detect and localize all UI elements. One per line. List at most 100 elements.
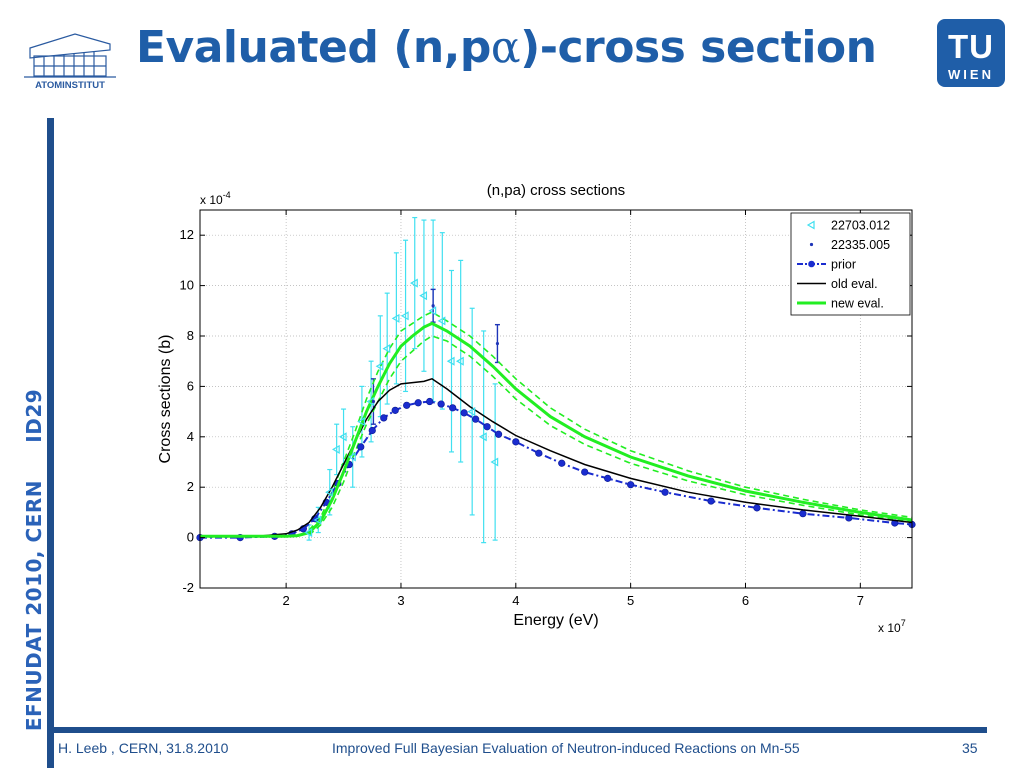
page-number: 35 — [962, 740, 978, 756]
legend-marker-22335-005 — [809, 242, 814, 247]
x-tick-label: 3 — [397, 593, 404, 608]
marker-22703-012 — [338, 432, 347, 442]
chart-title: (n,pa) cross sections — [487, 182, 625, 199]
legend-marker-22703-012 — [806, 220, 815, 230]
marker-22703-012 — [304, 528, 313, 538]
prior-marker — [391, 406, 399, 414]
prior-marker — [535, 449, 543, 457]
footer-divider — [47, 727, 987, 733]
marker-22703-012 — [467, 407, 476, 417]
left-accent-bar — [47, 118, 54, 768]
prior-marker — [707, 497, 715, 505]
prior-marker — [558, 459, 566, 467]
y-tick-label: 12 — [180, 227, 194, 242]
prior-marker — [581, 468, 589, 476]
y-axis-label: Cross sections (b) — [157, 335, 174, 464]
prior-marker — [483, 423, 491, 431]
marker-22703-012 — [313, 515, 322, 525]
marker-22703-012 — [325, 487, 333, 497]
x-tick-label: 7 — [857, 593, 864, 608]
legend-label: 22703.012 — [831, 219, 890, 233]
legend-label: new eval. — [831, 297, 884, 311]
slide-title-alpha: α — [490, 22, 521, 73]
new-eval-band-line — [308, 311, 913, 531]
prior-marker — [449, 404, 457, 412]
marker-22703-012 — [357, 417, 366, 427]
chart-container: 2 3 4 5 6 7 -2 0 2 4 6 8 10 12 (n,pa) cross sections … — [150, 175, 930, 650]
prior-marker — [627, 481, 635, 489]
marker-22703-012 — [375, 361, 384, 371]
marker-22703-012 — [455, 356, 464, 366]
prior-marker — [380, 414, 388, 422]
y-tick-label: 6 — [187, 378, 194, 393]
marker-22335-005 — [371, 399, 376, 404]
prior-marker — [661, 488, 669, 496]
new-eval-band-line — [308, 335, 913, 536]
x-tick-label: 6 — [742, 593, 749, 608]
x-axis-label: Energy (eV) — [513, 612, 598, 629]
y-tick-label: 10 — [180, 278, 194, 293]
y-multiplier: x 10-4 — [200, 190, 231, 207]
prior-marker — [414, 399, 422, 407]
marker-22703-012 — [348, 452, 356, 462]
marker-22703-012 — [391, 313, 400, 323]
y-tick-label: 0 — [187, 530, 194, 545]
series-layer — [196, 216, 916, 544]
chart-legend: 22703.012 22335.005 prior old eval. new eval… — [790, 212, 911, 316]
prior-marker — [368, 426, 376, 435]
prior-marker — [357, 443, 365, 451]
prior-marker — [512, 438, 520, 446]
prior-marker — [753, 504, 761, 512]
prior-marker — [494, 430, 503, 438]
tu-wien-logo: TU WIEN — [936, 18, 1006, 88]
legend-label: old eval. — [831, 277, 878, 291]
y-tick-label: 2 — [187, 479, 194, 494]
marker-22703-012 — [446, 356, 455, 366]
prior-marker — [426, 397, 434, 406]
marker-22703-012 — [428, 306, 437, 316]
marker-22335-005 — [431, 304, 435, 308]
marker-22335-005 — [495, 341, 500, 346]
footer-author-date: H. Leeb , CERN, 31.8.2010 — [58, 740, 229, 756]
prior-marker — [799, 510, 807, 518]
y-tick-label: 8 — [187, 328, 194, 343]
new-eval-line — [200, 321, 913, 538]
tu-wien-logo-tu: TU — [948, 28, 994, 65]
building-icon: ATOMINSTITUT — [24, 33, 116, 91]
axis-ticks: 2 3 4 5 6 7 -2 0 2 4 6 8 10 12 — [180, 210, 912, 608]
prior-marker — [437, 400, 445, 408]
x-multiplier: x 107 — [878, 618, 906, 635]
marker-22703-012 — [490, 457, 499, 467]
tu-wien-badge: TU WIEN — [937, 19, 1005, 87]
prior-marker — [403, 401, 411, 409]
old-eval-line — [199, 377, 913, 538]
y-tick-label: -2 — [182, 580, 194, 595]
legend-marker-prior — [808, 260, 815, 268]
plot-frame — [199, 209, 913, 589]
marker-22703-012 — [437, 316, 446, 326]
marker-22703-012 — [382, 344, 391, 354]
slide-title-part: )-cross section — [520, 22, 877, 73]
slide-title-part: Evaluated (n,p — [136, 22, 491, 73]
conference-side-label: EFNUDAT 2010, CERN ID29 — [22, 388, 46, 732]
atominstitut-logo: ATOMINSTITUT — [20, 28, 120, 92]
prior-marker — [604, 474, 612, 482]
x-tick-label: 4 — [512, 593, 519, 608]
legend-label: prior — [831, 258, 856, 272]
x-tick-label: 5 — [627, 593, 634, 608]
marker-22703-012 — [478, 432, 487, 442]
slide-title: Evaluated (n,pα)-cross section — [136, 22, 877, 73]
marker-22703-012 — [400, 311, 409, 321]
prior-marker — [472, 415, 480, 423]
x-tick-label: 2 — [283, 593, 290, 608]
marker-22703-012 — [410, 278, 418, 288]
tu-wien-logo-wien: WIEN — [948, 67, 994, 82]
prior-marker — [460, 409, 468, 417]
marker-22703-012 — [419, 291, 428, 301]
y-tick-label: 4 — [187, 429, 194, 444]
legend-label: 22335.005 — [831, 238, 890, 252]
marker-22703-012 — [331, 444, 340, 454]
atominstitut-logo-text: ATOMINSTITUT — [35, 80, 105, 91]
footer-talk-title: Improved Full Bayesian Evaluation of Neu… — [332, 740, 800, 756]
